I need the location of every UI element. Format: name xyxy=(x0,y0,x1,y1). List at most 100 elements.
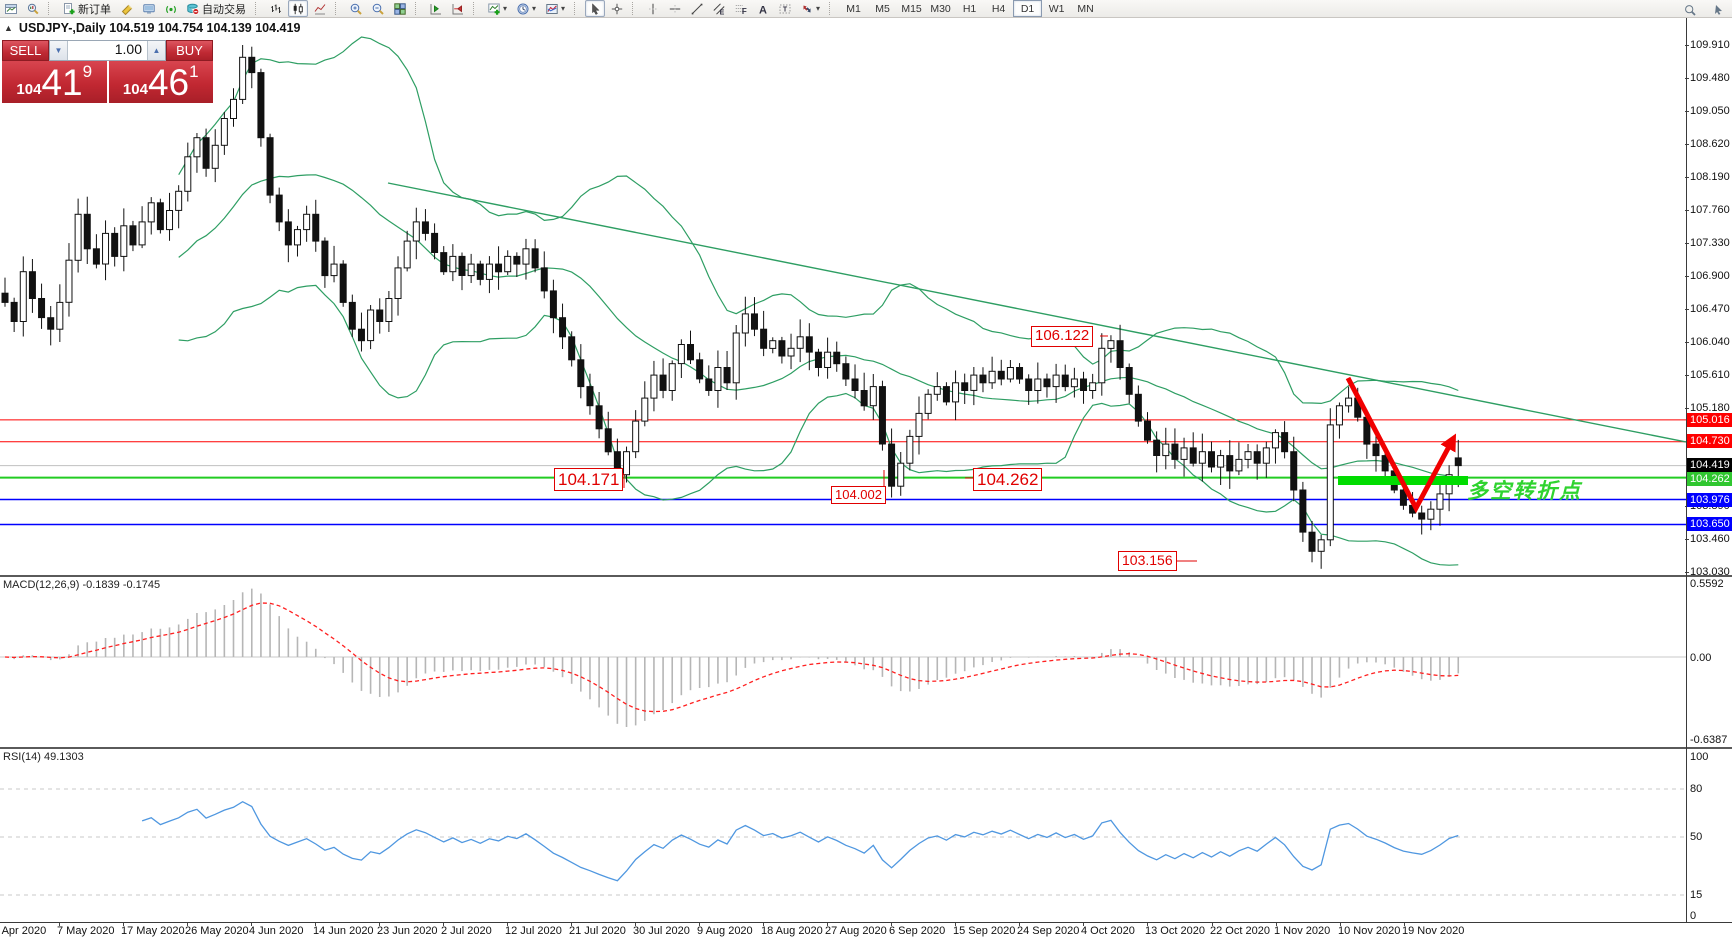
sell-button[interactable]: SELL xyxy=(2,40,49,61)
timeframe-button-H4[interactable]: H4 xyxy=(991,2,1006,15)
date-axis-tickmark xyxy=(123,922,124,926)
bar-chart-mode-button[interactable] xyxy=(266,0,286,17)
timeframe-button-H1[interactable]: H1 xyxy=(962,2,977,15)
timeframe-button-M15[interactable]: M15 xyxy=(901,2,922,15)
line-chart-mode-button[interactable] xyxy=(310,0,330,17)
rsi-line xyxy=(141,800,1459,882)
toolbar-separator xyxy=(473,2,480,15)
timeframe-button-W1[interactable]: W1 xyxy=(1048,2,1065,15)
descending-trendline[interactable] xyxy=(387,182,1686,443)
tile-windows-icon xyxy=(394,2,406,15)
tile-windows-button[interactable] xyxy=(390,0,410,17)
panel-collapse-icon[interactable]: ▲ xyxy=(4,23,13,33)
arrows-tool-button[interactable]: ▾ xyxy=(797,0,824,17)
svg-text:E: E xyxy=(720,9,725,15)
new-chart-button[interactable] xyxy=(1,0,21,17)
zoom-out-icon xyxy=(372,3,384,15)
rsi-label: RSI(14) 49.1303 xyxy=(3,751,84,763)
date-axis-label: 2 Jul 2020 xyxy=(441,925,492,937)
price-callout[interactable]: 104.171 xyxy=(554,468,624,492)
date-axis-tickmark xyxy=(699,922,700,926)
chart-window-icon xyxy=(5,3,17,14)
bars-chart-icon xyxy=(271,4,281,13)
cursor-tool-button[interactable] xyxy=(585,0,606,17)
date-axis-label: 21 Jul 2020 xyxy=(569,925,626,937)
volume-decrease-button[interactable]: ▼ xyxy=(50,41,68,60)
new-order-button[interactable]: 新订单 xyxy=(59,0,115,17)
volume-increase-button[interactable]: ▲ xyxy=(147,41,165,60)
line-chart-icon xyxy=(314,3,326,14)
pane-separator-macd[interactable] xyxy=(0,575,1732,577)
v-reversal-arrow[interactable] xyxy=(1345,376,1457,514)
quick-pointer-button[interactable] xyxy=(1708,1,1728,18)
zoom-in-icon xyxy=(350,3,362,15)
price-callout[interactable]: 104.262 xyxy=(973,468,1043,492)
price-axis-tick: 109.050 xyxy=(1685,105,1732,117)
periods-button[interactable]: ▾ xyxy=(513,0,540,17)
trendline-tool-icon xyxy=(691,3,703,14)
pointer-small-icon xyxy=(1715,4,1722,15)
templates-button[interactable]: ▾ xyxy=(542,0,569,17)
price-axis-tick: 105.610 xyxy=(1685,369,1732,381)
signals-button[interactable] xyxy=(161,0,181,17)
autotrading-label: 自动交易 xyxy=(202,3,246,16)
auto-scroll-button[interactable] xyxy=(448,0,468,17)
timeframe-button-M5[interactable]: M5 xyxy=(875,2,890,15)
date-axis-label: 26 May 2020 xyxy=(185,925,249,937)
macd-axis-tick: -0.6387 xyxy=(1690,734,1728,746)
date-axis-tickmark xyxy=(507,922,508,926)
price-callout[interactable]: 103.156 xyxy=(1118,551,1177,571)
zoom-out-button[interactable] xyxy=(368,0,388,17)
text-tool-button[interactable]: A xyxy=(753,0,773,17)
main-price-pane[interactable] xyxy=(0,36,1686,569)
timeframe-button-MN[interactable]: MN xyxy=(1077,2,1094,15)
volume-input[interactable]: 1.00 xyxy=(114,41,142,57)
date-axis-tickmark xyxy=(1083,922,1084,926)
timeframe-button-M1[interactable]: M1 xyxy=(846,2,861,15)
price-axis-tick: 105.180 xyxy=(1685,402,1732,414)
indicators-list-button[interactable]: ▾ xyxy=(484,0,511,17)
find-symbol-button[interactable] xyxy=(1680,1,1700,18)
date-axis-tickmark xyxy=(251,922,252,926)
label-tool-button[interactable]: T xyxy=(775,0,795,17)
channel-tool-button[interactable]: E xyxy=(709,0,729,17)
chart-wizard-button[interactable] xyxy=(117,0,137,17)
date-axis-label: 4 Oct 2020 xyxy=(1081,925,1135,937)
timeframe-button-D1[interactable]: D1 xyxy=(1013,0,1043,17)
chinese-annotation[interactable]: 多空转折点 xyxy=(1467,480,1582,503)
vertical-line-tool-button[interactable] xyxy=(643,0,663,17)
price-axis-tick: 103.460 xyxy=(1685,533,1732,545)
autotrading-button[interactable]: 自动交易 xyxy=(183,0,250,17)
date-axis-label: 10 Nov 2020 xyxy=(1338,925,1401,937)
trendline-tool-button[interactable] xyxy=(687,0,707,17)
market-watch-button[interactable] xyxy=(23,0,43,17)
zoom-in-button[interactable] xyxy=(346,0,366,17)
buy-button[interactable]: BUY xyxy=(166,40,213,61)
buy-price[interactable]: 104 46 1 xyxy=(108,61,213,103)
sell-price-point: 9 xyxy=(82,62,93,81)
date-axis-label: 6 Sep 2020 xyxy=(889,925,946,937)
rsi-pane[interactable] xyxy=(0,788,1686,896)
market-watch-icon xyxy=(27,3,39,14)
horizontal-line-tool-button[interactable] xyxy=(665,0,685,17)
price-level-label: 105.016 xyxy=(1687,413,1732,427)
fibonacci-tool-button[interactable]: F xyxy=(731,0,751,17)
sell-price-figure: 104 xyxy=(16,81,42,98)
date-axis-tickmark xyxy=(1147,922,1148,926)
signals-icon xyxy=(166,5,176,13)
terminal-button[interactable] xyxy=(139,0,159,17)
macd-pane[interactable] xyxy=(0,588,1686,727)
crosshair-tool-button[interactable] xyxy=(607,0,627,17)
date-axis-tickmark xyxy=(187,922,188,926)
timeframe-button-M30[interactable]: M30 xyxy=(930,2,951,15)
chart-shift-button[interactable] xyxy=(426,0,446,17)
candle-chart-mode-button[interactable] xyxy=(288,0,308,17)
pane-separator-rsi[interactable] xyxy=(0,747,1732,749)
date-axis-tickmark xyxy=(443,922,444,926)
autotrading-icon xyxy=(187,3,199,15)
sell-price[interactable]: 104 41 9 xyxy=(2,61,107,103)
price-callout[interactable]: 106.122 xyxy=(1031,326,1094,347)
price-callout[interactable]: 104.002 xyxy=(831,486,886,505)
